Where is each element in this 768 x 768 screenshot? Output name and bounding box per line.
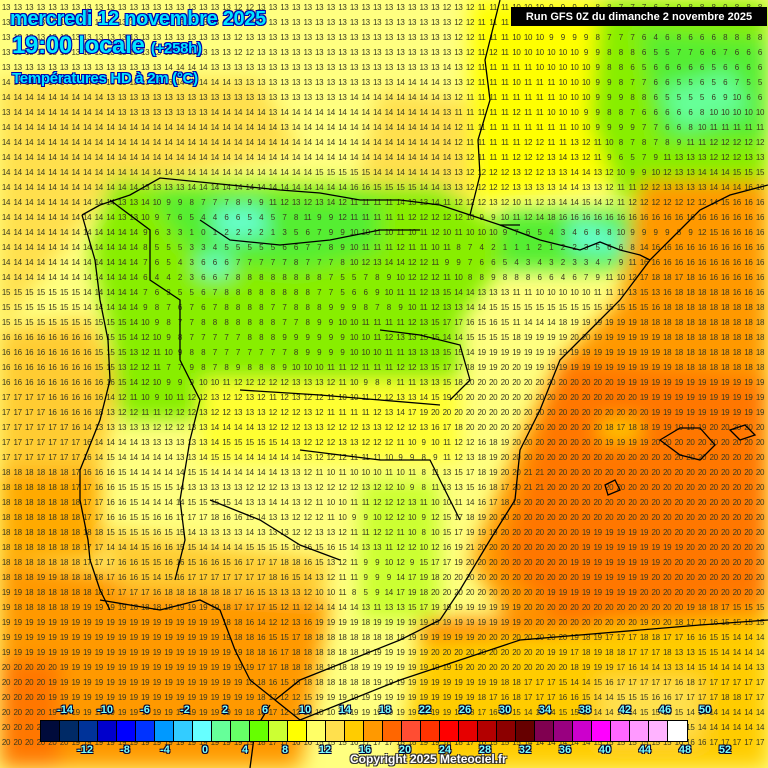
legend-label: -12 (77, 744, 93, 756)
legend-label: 38 (579, 704, 591, 716)
legend-swatch (136, 721, 155, 741)
legend-swatch (79, 721, 98, 741)
legend-label: 14 (339, 704, 351, 716)
forecast-date: mercredi 12 novembre 2025 (10, 8, 266, 31)
legend-swatch (516, 721, 535, 741)
model-run-label: Run GFS 0Z du dimanche 2 novembre 2025 (511, 7, 767, 26)
legend-label: 12 (319, 744, 331, 756)
legend-swatch (421, 721, 440, 741)
copyright-text: Copyright 2025 Meteociel.fr (350, 752, 507, 766)
coastlines-and-borders (0, 0, 768, 768)
legend-swatch (459, 721, 478, 741)
legend-label: -4 (160, 744, 170, 756)
legend-swatch (573, 721, 592, 741)
legend-label: -2 (180, 704, 190, 716)
legend-label: -10 (97, 704, 113, 716)
legend-label: 42 (619, 704, 631, 716)
legend-swatch (535, 721, 554, 741)
legend-swatch (269, 721, 288, 741)
legend-swatch (212, 721, 231, 741)
legend-swatch (250, 721, 269, 741)
legend-swatch (60, 721, 79, 741)
legend-swatch (630, 721, 649, 741)
legend-label: 34 (539, 704, 551, 716)
legend-swatch (288, 721, 307, 741)
legend-label: 46 (659, 704, 671, 716)
legend-label: 32 (519, 744, 531, 756)
legend-swatch (193, 721, 212, 741)
legend-label: 30 (499, 704, 511, 716)
legend-label: 44 (639, 744, 651, 756)
forecast-local-time: 19:00 locale (12, 32, 145, 59)
legend-label: 8 (282, 744, 288, 756)
temperature-map: 1313131313131313131313131313131313131313… (0, 0, 768, 768)
legend-swatch (478, 721, 497, 741)
legend-swatch (41, 721, 60, 741)
legend-swatch (345, 721, 364, 741)
legend-label: 4 (242, 744, 248, 756)
legend-swatch (364, 721, 383, 741)
legend-swatch (554, 721, 573, 741)
legend-label: 18 (379, 704, 391, 716)
legend-swatch (592, 721, 611, 741)
legend-swatch (326, 721, 345, 741)
legend-swatch (174, 721, 193, 741)
legend-swatch (307, 721, 326, 741)
legend-label: 2 (222, 704, 228, 716)
legend-label: 40 (599, 744, 611, 756)
parameter-title: Températures HD à 2m (°C) (12, 70, 198, 87)
legend-label: -8 (120, 744, 130, 756)
forecast-offset: (+258h) (151, 40, 202, 57)
legend-label: 6 (262, 704, 268, 716)
legend-swatch (98, 721, 117, 741)
temperature-color-legend (40, 720, 688, 742)
legend-swatch (383, 721, 402, 741)
legend-label: 10 (299, 704, 311, 716)
legend-label: 50 (699, 704, 711, 716)
legend-label: -14 (57, 704, 73, 716)
legend-swatch (668, 721, 687, 741)
legend-label: 0 (202, 744, 208, 756)
legend-swatch (649, 721, 668, 741)
legend-label: 36 (559, 744, 571, 756)
legend-swatch (440, 721, 459, 741)
legend-label: 52 (719, 744, 731, 756)
legend-swatch (231, 721, 250, 741)
legend-label: 22 (419, 704, 431, 716)
legend-swatch (611, 721, 630, 741)
forecast-time: 19:00 locale (+258h) (12, 32, 202, 60)
legend-swatch (497, 721, 516, 741)
legend-label: -6 (140, 704, 150, 716)
legend-label: 26 (459, 704, 471, 716)
legend-swatch (117, 721, 136, 741)
legend-swatch (155, 721, 174, 741)
legend-swatch (402, 721, 421, 741)
legend-label: 48 (679, 744, 691, 756)
